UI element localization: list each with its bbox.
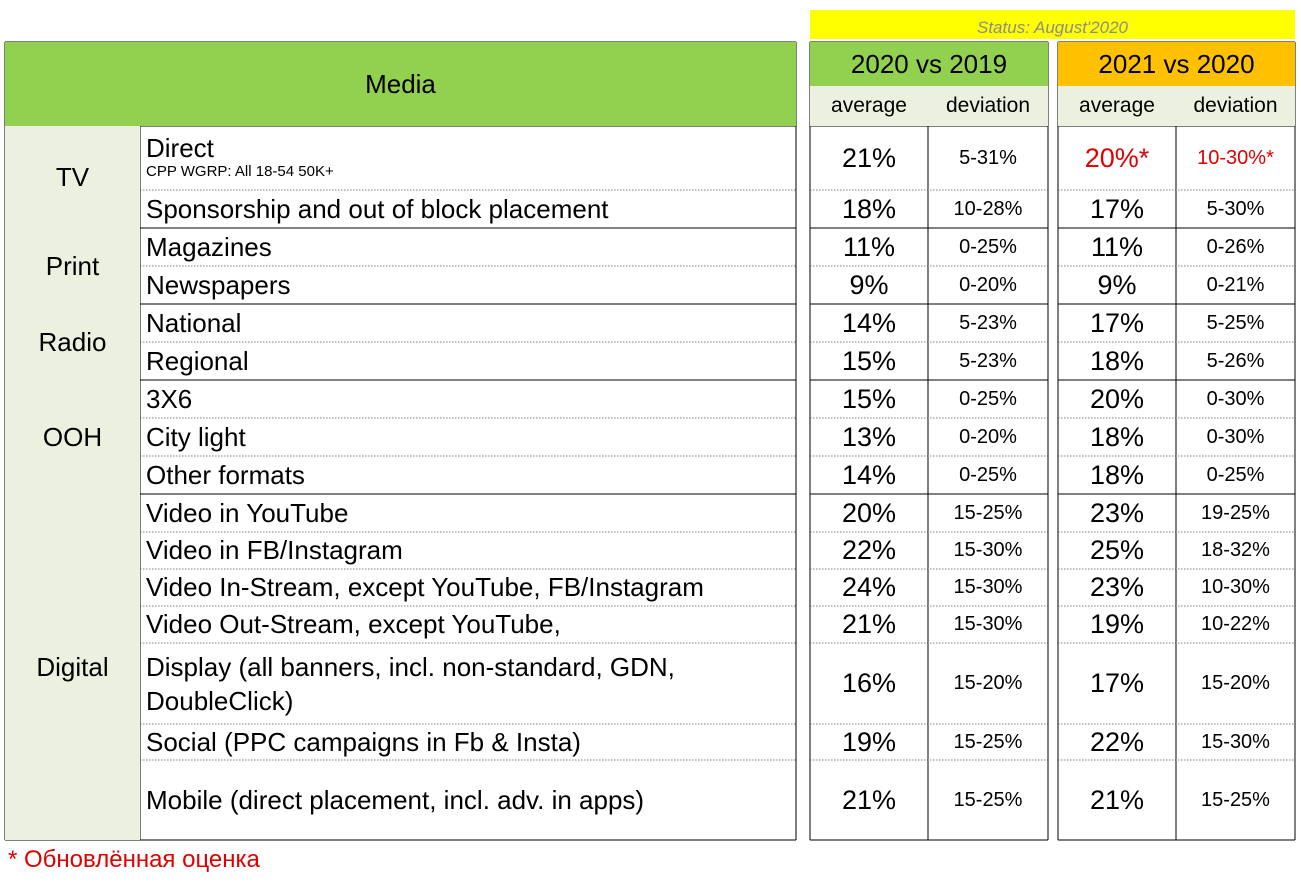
row-label: National (146, 307, 242, 338)
row-label: Video in FB/Instagram (146, 535, 403, 565)
category-tv: TV (5, 126, 140, 228)
category-digital: Digital (5, 494, 140, 840)
row-label: City light (146, 421, 246, 452)
average-2021-vs-2020: 23% (1089, 572, 1145, 602)
status-banner: Status: August'2020 (810, 10, 1295, 39)
deviation-2020-vs-2019: 15-20% (953, 672, 1023, 694)
average-2020-vs-2019: 24% (841, 572, 897, 602)
average-2021-vs-2020: 20%* (1084, 142, 1150, 173)
deviation-2021-vs-2020: 0-30% (1206, 425, 1265, 448)
deviation-2021-vs-2020: 5-26% (1206, 349, 1265, 372)
row-label: Mobile (direct placement, incl. adv. in … (146, 785, 645, 815)
deviation-2020-vs-2019: 15-30% (953, 539, 1023, 561)
category-ooh: OOH (5, 380, 140, 494)
row-label: Regional (146, 345, 249, 376)
average-2021-vs-2020: 11% (1090, 231, 1144, 262)
deviation-2021-vs-2020: 0-25% (1206, 463, 1265, 486)
average-2020-vs-2019: 11% (842, 231, 896, 262)
deviation-2020-vs-2019: 0-20% (959, 425, 1017, 448)
average-2021-vs-2020: 20% (1089, 383, 1145, 414)
row-label: Other formats (146, 459, 305, 490)
deviation-2021-vs-2020: 15-20% (1201, 672, 1270, 694)
row-label: Newspapers (146, 269, 291, 300)
average-2020-vs-2019: 14% (841, 459, 897, 490)
average-2020-vs-2019: 15% (841, 345, 897, 376)
average-2020-vs-2019: 22% (841, 535, 897, 565)
row-label: Display (all banners, incl. non-standard… (146, 651, 675, 716)
column-header-deviation: deviation (928, 86, 1048, 126)
row-label: Video In-Stream, except YouTube, FB/Inst… (146, 572, 704, 602)
deviation-2021-vs-2020: 5-30% (1206, 197, 1265, 220)
deviation-2021-vs-2020: 5-25% (1206, 311, 1265, 334)
average-2021-vs-2020: 18% (1089, 345, 1145, 376)
deviation-2020-vs-2019: 0-25% (959, 387, 1017, 410)
average-2021-vs-2020: 9% (1097, 269, 1137, 300)
deviation-2020-vs-2019: 15-25% (953, 730, 1023, 753)
row-label: Social (PPC campaigns in Fb & Insta) (146, 726, 581, 757)
row-note: CPP WGRP: All 18-54 50K+ (146, 163, 334, 180)
row-label: Magazines (146, 231, 272, 262)
average-2020-vs-2019: 15% (841, 383, 897, 414)
average-2020-vs-2019: 21% (841, 142, 897, 173)
row-label: Direct CPP WGRP: All 18-54 50K+ (140, 126, 796, 190)
deviation-2021-vs-2020: 19-25% (1201, 501, 1270, 524)
average-2021-vs-2020: 18% (1089, 421, 1145, 452)
average-2021-vs-2020: 23% (1089, 497, 1145, 528)
deviation-2021-vs-2020: 15-25% (1201, 788, 1270, 811)
deviation-2020-vs-2019: 10-28% (953, 197, 1023, 220)
group-header-2020-vs-2019: 2020 vs 2019 (810, 42, 1048, 86)
average-2020-vs-2019: 18% (841, 193, 897, 224)
deviation-2020-vs-2019: 5-23% (959, 311, 1017, 334)
average-2021-vs-2020: 17% (1089, 307, 1145, 338)
group-header-2021-vs-2020: 2021 vs 2020 (1058, 42, 1295, 86)
deviation-2021-vs-2020: 18-32% (1201, 539, 1270, 561)
deviation-2021-vs-2020: 0-30% (1206, 387, 1265, 410)
average-2021-vs-2020: 22% (1089, 726, 1145, 757)
deviation-2020-vs-2019: 0-20% (959, 273, 1017, 296)
deviation-2021-vs-2020: 10-30%* (1197, 146, 1274, 169)
deviation-2020-vs-2019: 0-25% (959, 235, 1017, 258)
category-radio: Radio (5, 304, 140, 380)
row-label-text: Direct (146, 133, 214, 163)
average-2020-vs-2019: 21% (841, 784, 897, 815)
deviation-2021-vs-2020: 0-21% (1206, 273, 1265, 296)
average-2020-vs-2019: 21% (841, 609, 897, 639)
average-2020-vs-2019: 14% (841, 307, 897, 338)
row-label: Sponsorship and out of block placement (146, 193, 609, 224)
average-2020-vs-2019: 19% (841, 726, 897, 757)
column-header-average: average (810, 86, 928, 126)
row-label: 3X6 (146, 383, 193, 414)
media-header: Media (5, 42, 796, 126)
average-2020-vs-2019: 20% (841, 497, 897, 528)
deviation-2020-vs-2019: 15-30% (953, 576, 1023, 598)
row-label: Video Out-Stream, except YouTube, (146, 609, 561, 639)
average-2021-vs-2020: 19% (1089, 609, 1145, 639)
category-print: Print (5, 228, 140, 304)
column-header-average: average (1058, 86, 1176, 126)
average-2021-vs-2020: 17% (1089, 668, 1145, 698)
deviation-2021-vs-2020: 15-30% (1201, 730, 1270, 753)
average-2021-vs-2020: 17% (1089, 193, 1145, 224)
average-2021-vs-2020: 18% (1089, 459, 1145, 490)
deviation-2021-vs-2020: 10-22% (1201, 613, 1270, 635)
deviation-2020-vs-2019: 15-25% (953, 501, 1023, 524)
footnote: * Обновлённая оценка (8, 846, 260, 873)
average-2020-vs-2019: 16% (841, 668, 897, 698)
average-2020-vs-2019: 9% (849, 269, 889, 300)
average-2020-vs-2019: 13% (841, 421, 897, 452)
deviation-2021-vs-2020: 0-26% (1206, 235, 1265, 258)
deviation-2020-vs-2019: 15-30% (953, 613, 1023, 635)
average-2021-vs-2020: 21% (1089, 784, 1145, 815)
column-header-deviation: deviation (1176, 86, 1295, 126)
deviation-2020-vs-2019: 5-31% (959, 146, 1017, 169)
deviation-2021-vs-2020: 10-30% (1201, 576, 1270, 598)
deviation-2020-vs-2019: 0-25% (959, 463, 1017, 486)
deviation-2020-vs-2019: 15-25% (953, 788, 1023, 811)
average-2021-vs-2020: 25% (1089, 535, 1145, 565)
deviation-2020-vs-2019: 5-23% (959, 349, 1017, 372)
row-label: Video in YouTube (146, 497, 349, 528)
